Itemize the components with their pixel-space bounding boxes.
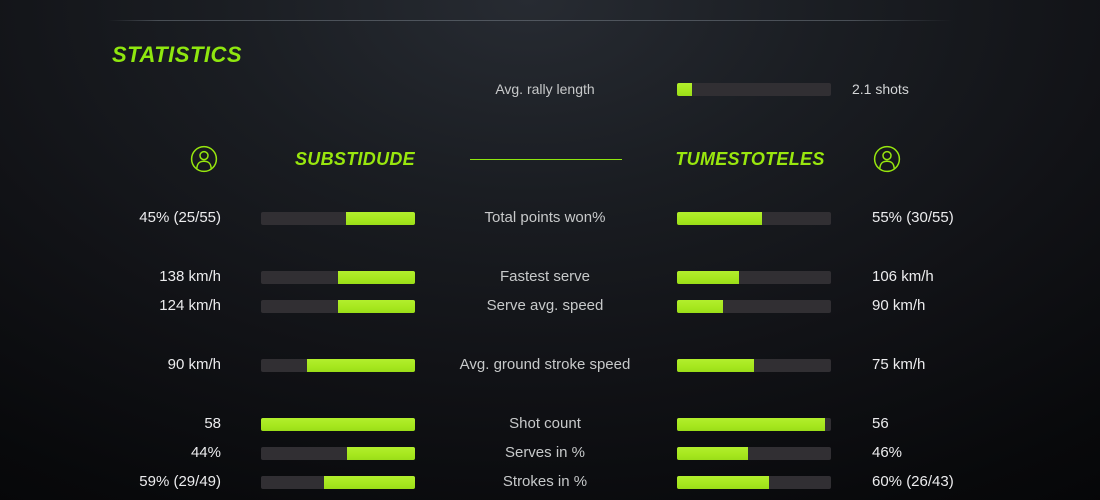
stat-right-bar-fill: [677, 300, 724, 313]
stat-right-value: 60% (26/43): [872, 473, 954, 490]
stat-right-bar-fill: [677, 418, 825, 431]
stat-label: Strokes in %: [502, 473, 588, 490]
stat-left-bar-fill: [307, 359, 415, 372]
stat-left-bar-fill: [347, 447, 415, 460]
stat-row-total-points: 45% (25/55) Total points won% 55% (30/55…: [0, 204, 1100, 232]
stat-right-bar-fill: [677, 359, 754, 372]
player-right-avatar-icon: [873, 145, 901, 173]
rally-length-row: Avg. rally length 2.1 shots: [0, 75, 1100, 103]
stat-left-value: 90 km/h: [167, 356, 221, 373]
stat-left-value: 45% (25/55): [139, 209, 221, 226]
stat-right-bar-fill: [677, 447, 748, 460]
stat-right-value: 106 km/h: [872, 268, 934, 285]
rally-length-value: 2.1 shots: [852, 81, 909, 97]
stat-right-value: 90 km/h: [872, 297, 926, 314]
stat-left-bar: [261, 212, 415, 225]
stat-right-bar-fill: [677, 212, 762, 225]
stat-label: Fastest serve: [499, 268, 591, 285]
stat-label: Total points won%: [484, 209, 606, 226]
player-left-name: SUBSTIDUDE: [294, 149, 415, 169]
player-right-name: TUMESTOTELES: [675, 149, 825, 169]
stat-left-bar-fill: [324, 476, 415, 489]
stat-right-value: 56: [872, 415, 889, 432]
rally-length-label: Avg. rally length: [495, 81, 595, 97]
stat-right-bar: [677, 418, 831, 431]
stat-left-value: 58: [204, 415, 221, 432]
stat-right-bar: [677, 271, 831, 284]
top-divider-line: [108, 20, 953, 21]
stat-left-value: 124 km/h: [159, 297, 221, 314]
center-divider-line: [470, 159, 622, 160]
player-left-avatar-icon: [190, 145, 218, 173]
stat-row-strokes-in: 59% (29/49) Strokes in % 60% (26/43): [0, 468, 1100, 496]
stat-label: Avg. ground stroke speed: [459, 356, 631, 373]
stat-left-value: 59% (29/49): [139, 473, 221, 490]
stat-right-bar-fill: [677, 271, 739, 284]
stat-right-value: 55% (30/55): [872, 209, 954, 226]
stat-row-serves-in: 44% Serves in % 46%: [0, 439, 1100, 467]
stat-right-bar: [677, 300, 831, 313]
stat-left-bar-fill: [345, 212, 415, 225]
stat-row-serve-avg-speed: 124 km/h Serve avg. speed 90 km/h: [0, 292, 1100, 320]
stat-left-value: 138 km/h: [159, 268, 221, 285]
stat-row-shot-count: 58 Shot count 56: [0, 410, 1100, 438]
stat-left-bar: [261, 359, 415, 372]
stat-right-bar: [677, 476, 831, 489]
stat-row-ground-stroke-speed: 90 km/h Avg. ground stroke speed 75 km/h: [0, 351, 1100, 379]
stat-right-bar: [677, 447, 831, 460]
stat-left-value: 44%: [190, 444, 221, 461]
stat-left-bar: [261, 418, 415, 431]
stat-left-bar-fill: [261, 418, 415, 431]
page-title: STATISTICS: [112, 42, 243, 67]
stat-right-value: 75 km/h: [872, 356, 926, 373]
stat-right-value: 46%: [872, 444, 903, 461]
stat-label: Shot count: [509, 415, 581, 432]
stat-left-bar-fill: [338, 300, 415, 313]
player-header: SUBSTIDUDE TUMESTOTELES: [0, 144, 1100, 174]
stat-row-fastest-serve: 138 km/h Fastest serve 106 km/h: [0, 263, 1100, 291]
stat-left-bar: [261, 300, 415, 313]
rally-length-bar-fill: [677, 83, 693, 96]
stat-label: Serves in %: [504, 444, 586, 461]
stat-right-bar: [677, 212, 831, 225]
stat-right-bar-fill: [677, 476, 770, 489]
stat-label: Serve avg. speed: [486, 297, 604, 314]
rally-length-bar: [677, 83, 831, 96]
stat-left-bar: [261, 271, 415, 284]
stat-right-bar: [677, 359, 831, 372]
stat-left-bar: [261, 447, 415, 460]
stat-left-bar-fill: [338, 271, 415, 284]
stat-left-bar: [261, 476, 415, 489]
